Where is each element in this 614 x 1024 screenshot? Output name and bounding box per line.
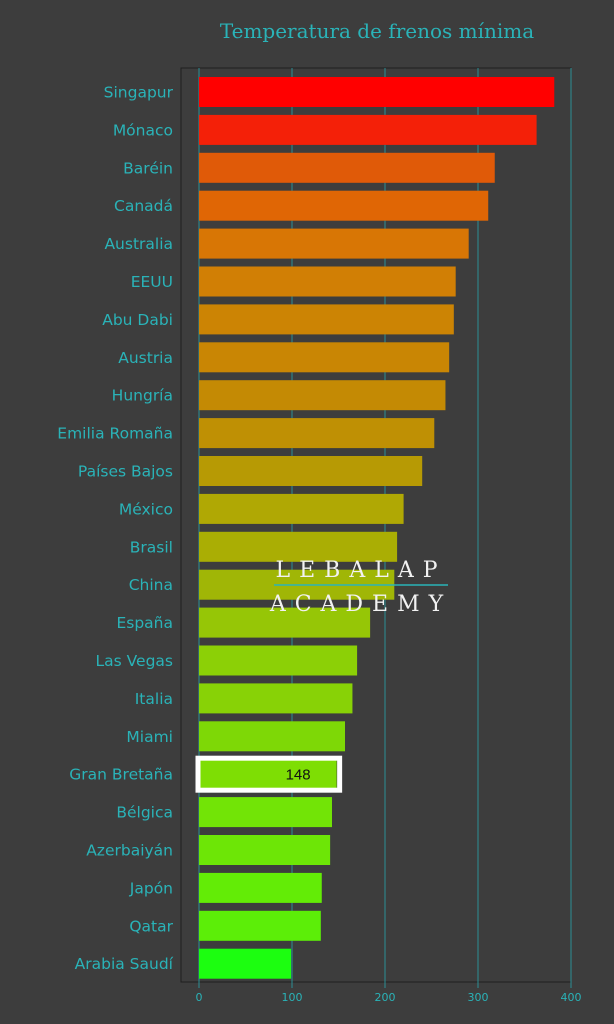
- category-label: Arabia Saudí: [75, 955, 174, 973]
- x-tick-label: 200: [375, 991, 396, 1004]
- x-tick-label: 300: [468, 991, 489, 1004]
- category-label: Baréin: [123, 159, 173, 177]
- category-label: Gran Bretaña: [69, 766, 173, 784]
- bar: [199, 910, 321, 941]
- x-tick-label: 0: [196, 991, 203, 1004]
- bar: [199, 152, 495, 183]
- bar: [199, 607, 371, 638]
- category-label: EEUU: [131, 273, 173, 291]
- bar: [199, 456, 423, 486]
- category-label: Emilia Romaña: [57, 425, 173, 443]
- bar: [199, 190, 489, 221]
- category-label: Bélgica: [116, 804, 173, 822]
- bar: [199, 797, 332, 828]
- bar: [199, 872, 322, 903]
- watermark: LEBALAP ACADEMY: [269, 558, 452, 617]
- bar: [199, 759, 337, 790]
- category-label: China: [129, 576, 173, 594]
- bar: [199, 266, 456, 297]
- category-label: Japón: [129, 879, 173, 897]
- bar: [199, 835, 331, 865]
- category-label: Canadá: [114, 197, 173, 215]
- chart-title: Temperatura de frenos mínima: [220, 19, 534, 43]
- bar: [199, 342, 450, 373]
- category-label: Hungría: [112, 387, 173, 405]
- category-label: Azerbaiyán: [86, 842, 173, 860]
- highlight-annotation: 148: [195, 755, 343, 793]
- bar: [199, 114, 537, 145]
- category-label: Las Vegas: [96, 652, 174, 670]
- x-tick-label: 400: [561, 991, 582, 1004]
- category-label: Países Bajos: [78, 463, 173, 481]
- bar: [199, 721, 346, 752]
- bars: [199, 77, 555, 979]
- category-label: Miami: [126, 728, 173, 746]
- bar: [199, 645, 358, 676]
- bar: [199, 380, 446, 411]
- bar: [199, 948, 292, 979]
- bar: [199, 304, 454, 335]
- bar: [199, 228, 469, 259]
- category-label: Brasil: [130, 538, 173, 556]
- category-label: Abu Dabi: [102, 311, 173, 329]
- bar: [199, 683, 353, 714]
- x-axis-ticks: 0 100 200 300 400: [196, 982, 582, 1004]
- category-label: México: [119, 500, 173, 518]
- watermark-line-1: LEBALAP: [275, 558, 446, 583]
- highlight-box: [195, 755, 343, 793]
- category-label: Mónaco: [113, 121, 173, 139]
- category-label: Qatar: [129, 917, 173, 935]
- category-label: Austria: [118, 349, 173, 367]
- category-label: España: [116, 614, 173, 632]
- watermark-line-2: ACADEMY: [269, 592, 452, 617]
- category-labels: Singapur Mónaco Baréin Canadá Australia EEUU A…: [57, 84, 173, 974]
- category-label: Singapur: [104, 84, 174, 102]
- bar: [199, 77, 555, 107]
- category-label: Italia: [135, 690, 173, 708]
- bar: [199, 493, 404, 524]
- x-tick-label: 100: [282, 991, 303, 1004]
- highlight-value-label: 148: [286, 767, 311, 784]
- category-label: Australia: [104, 235, 173, 253]
- bar: [199, 418, 435, 449]
- bar: [199, 531, 398, 562]
